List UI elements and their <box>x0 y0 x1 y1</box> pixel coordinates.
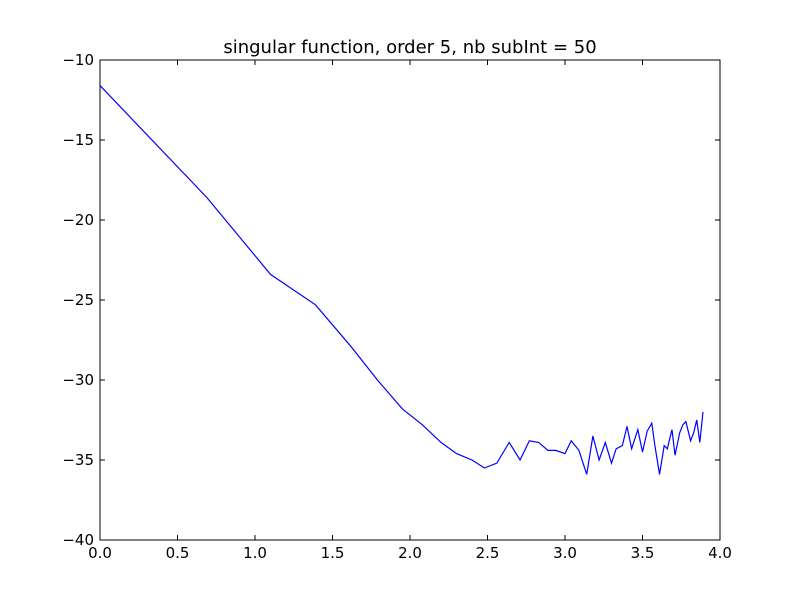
y-tick-label: −10 <box>62 51 94 69</box>
y-tick-label: −40 <box>62 531 94 549</box>
x-tick-label: 4.0 <box>708 544 732 562</box>
x-tick-label: 3.5 <box>631 544 655 562</box>
axes-frame <box>99 59 721 541</box>
y-tick-label: −25 <box>62 291 94 309</box>
series-line-0 <box>99 85 704 475</box>
axis-ticks: 0.0 0.5 1.0 1.5 2.0 2.5 3.0 3.5 4.0 −10 −15 −20 −25 −… <box>62 51 732 562</box>
chart-title: singular function, order 5, nb subInt = … <box>223 37 596 58</box>
y-tick-label: −30 <box>62 371 94 389</box>
y-tick-label: −15 <box>62 131 94 149</box>
y-tick-label: −20 <box>62 211 94 229</box>
x-tick-label: 0.5 <box>166 544 190 562</box>
x-tick-label: 2.0 <box>398 544 422 562</box>
x-tick-label: 0.0 <box>88 544 112 562</box>
x-tick-label: 1.5 <box>321 544 345 562</box>
x-tick-label: 2.5 <box>476 544 500 562</box>
x-tick-label: 1.0 <box>243 544 267 562</box>
plot-area <box>99 85 704 475</box>
x-tick-label: 3.0 <box>553 544 577 562</box>
y-tick-label: −35 <box>62 451 94 469</box>
